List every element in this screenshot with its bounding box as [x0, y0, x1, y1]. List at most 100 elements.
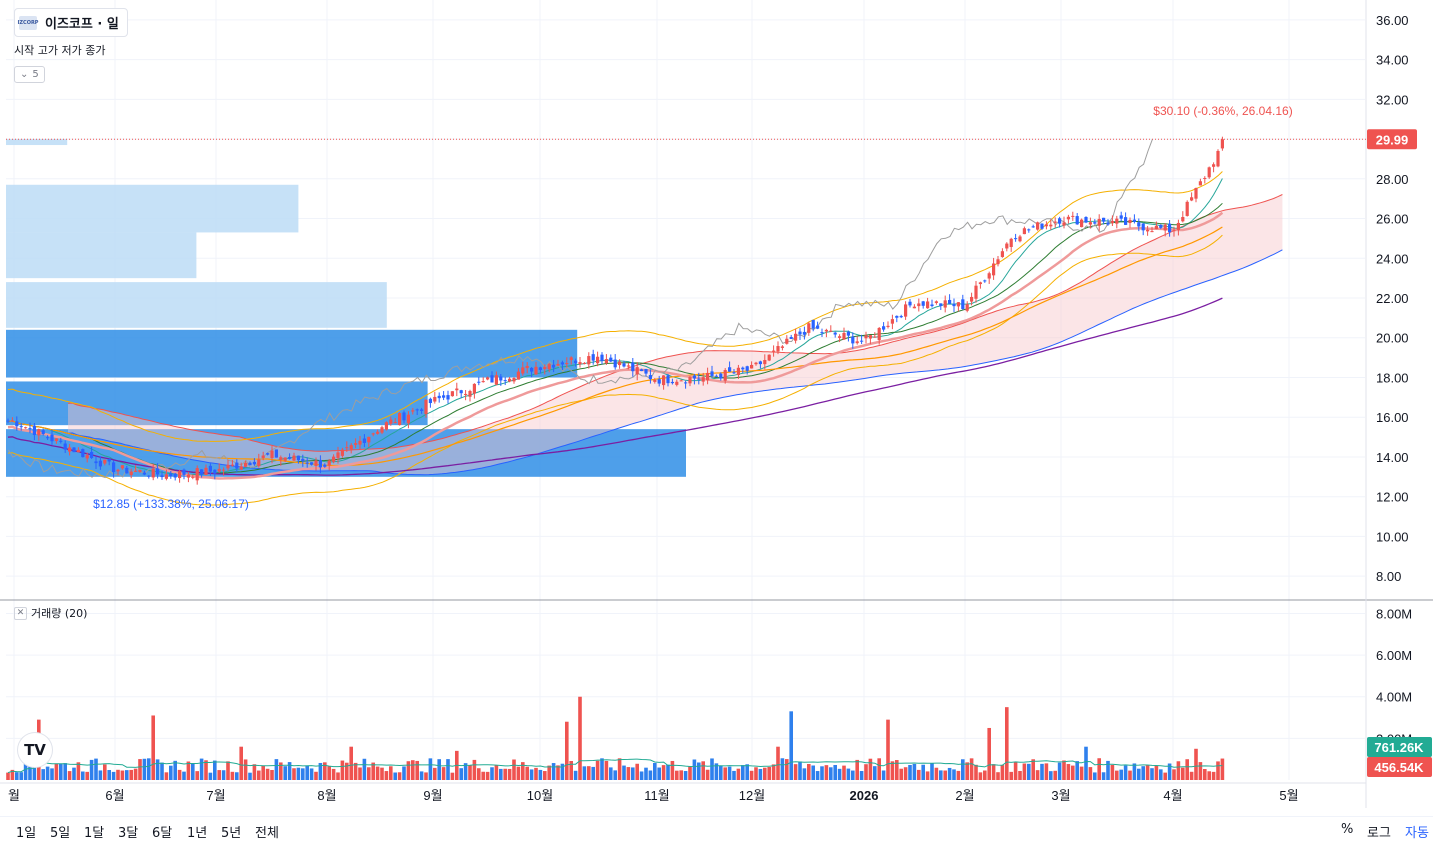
candle-body — [301, 458, 305, 462]
symbol-header[interactable]: IZCORP 이즈코프 · 일 — [14, 8, 128, 37]
percent-scale-button[interactable]: % — [1341, 822, 1354, 837]
candle-body — [1163, 224, 1167, 231]
volume-bar — [494, 765, 499, 780]
volume-bar — [609, 767, 613, 780]
y-tick-label: 10.00 — [1376, 529, 1409, 544]
volume-bar — [776, 746, 780, 780]
volume-bar — [895, 760, 899, 780]
range-6m-button[interactable]: 6달 — [152, 826, 173, 841]
range-5y-button[interactable]: 5년 — [221, 826, 242, 841]
volume-bar — [780, 758, 785, 780]
candle-body — [428, 398, 432, 404]
candle-body — [521, 367, 525, 374]
volume-bar — [1053, 770, 1057, 780]
volume-bar — [1013, 762, 1018, 780]
volume-bar — [815, 771, 820, 780]
candle-body — [182, 469, 186, 475]
volume-bar — [956, 770, 961, 780]
candle-body — [1071, 215, 1075, 217]
y-tick-label: 24.00 — [1376, 251, 1409, 266]
tradingview-logo[interactable]: TV — [18, 733, 52, 767]
range-1d-button[interactable]: 1일 — [16, 826, 37, 841]
volume-bar — [1071, 765, 1075, 780]
candle-body — [952, 303, 956, 307]
candle-body — [318, 459, 322, 468]
candle-body — [1198, 181, 1202, 186]
candle-body — [745, 366, 749, 371]
candle-body — [169, 473, 173, 477]
volume-bar — [499, 768, 503, 780]
volume-bar — [912, 763, 917, 780]
volume-bar — [688, 766, 692, 780]
candle-body — [288, 457, 292, 459]
volume-bar — [1005, 707, 1009, 780]
candles — [6, 136, 1224, 485]
candle-body — [222, 469, 226, 471]
x-tick-label: 11월 — [644, 788, 669, 803]
candle-body — [758, 361, 762, 365]
candle-body — [714, 375, 718, 377]
y-tick-label: 26.00 — [1376, 212, 1409, 227]
volume-bar — [419, 771, 424, 780]
volume-bar — [987, 727, 991, 780]
candle-body — [244, 462, 248, 467]
close-icon[interactable]: ✕ — [14, 606, 27, 620]
candle-body — [767, 354, 771, 361]
volume-bar — [177, 769, 182, 780]
candle-body — [76, 449, 80, 453]
range-1y-button[interactable]: 1년 — [187, 826, 208, 841]
candle-body — [1106, 222, 1110, 225]
candle-body — [662, 375, 666, 386]
volume-bar — [331, 768, 336, 780]
volume-bar — [983, 770, 987, 780]
volume-bar — [305, 765, 309, 780]
auto-scale-button[interactable]: 자동 — [1405, 826, 1429, 841]
candle-body — [305, 462, 309, 464]
candle-body — [1097, 218, 1101, 226]
volume-bar — [353, 762, 358, 780]
y-tick-label: 32.00 — [1376, 92, 1409, 107]
volume-bar — [1044, 763, 1049, 780]
candle-body — [358, 440, 362, 445]
candle-body — [855, 341, 859, 344]
candle-body — [807, 323, 811, 333]
volume-bar — [534, 767, 538, 780]
candle-body — [842, 332, 846, 340]
candle-body — [728, 367, 732, 372]
high-annotation: $30.10 (-0.36%, 26.04.16) — [1153, 104, 1292, 118]
range-5d-button[interactable]: 5일 — [50, 826, 71, 841]
volume-bar — [793, 764, 798, 780]
indicator-collapse-button[interactable]: ⌄ 5 — [14, 66, 45, 83]
candle-body — [582, 362, 586, 364]
candle-body — [569, 357, 573, 361]
candle-body — [1212, 164, 1216, 167]
volume-bar — [490, 767, 494, 780]
candle-body — [226, 464, 230, 469]
candle-body — [534, 366, 538, 375]
volume-bar — [133, 768, 138, 780]
candle-body — [323, 464, 327, 467]
candle-body — [327, 460, 331, 466]
volume-bar — [516, 766, 521, 780]
range-1m-button[interactable]: 1달 — [84, 826, 105, 841]
log-scale-button[interactable]: 로그 — [1367, 826, 1391, 841]
volume-bar — [129, 769, 133, 780]
candle-body — [516, 371, 520, 380]
candle-body — [1137, 222, 1141, 227]
candle-body — [46, 437, 50, 439]
candle-body — [367, 436, 371, 443]
candle-body — [345, 447, 349, 449]
candle-body — [142, 472, 146, 475]
candle-body — [943, 300, 947, 308]
x-tick-label: 6월 — [105, 788, 124, 803]
candle-body — [741, 367, 745, 370]
candle-body — [785, 338, 789, 344]
range-3m-button[interactable]: 3달 — [118, 826, 139, 841]
candle-body — [173, 473, 177, 478]
candle-body — [332, 456, 336, 462]
candle-body — [1141, 223, 1145, 231]
volume-bar — [76, 762, 81, 780]
range-all-button[interactable]: 전체 — [255, 826, 279, 841]
cloud-span-a — [67, 194, 1283, 452]
